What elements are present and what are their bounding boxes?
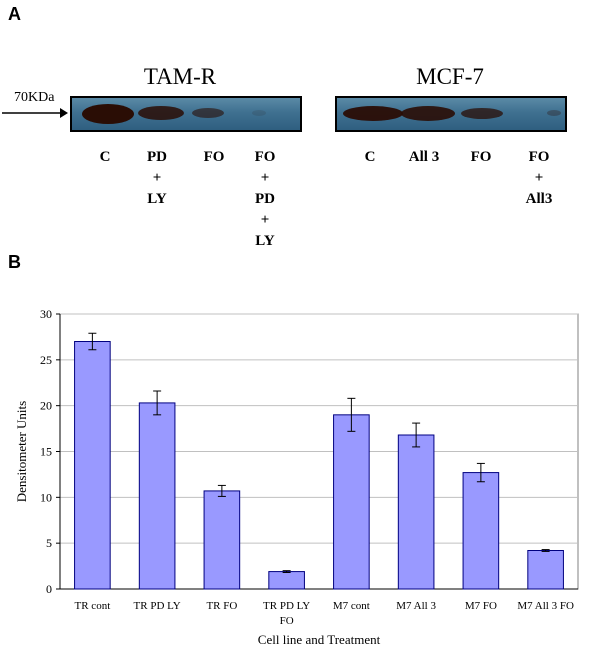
x-tick-label: M7 cont [333, 600, 370, 612]
bar [138, 402, 176, 590]
bar [268, 571, 305, 590]
y-tick-label: 10 [40, 490, 52, 504]
x-axis-title: Cell line and Treatment [258, 632, 381, 647]
x-tick-label: TR cont [75, 600, 111, 612]
y-tick-label: 0 [46, 582, 52, 596]
x-tick-label: TR FO [206, 600, 237, 612]
bar [527, 550, 564, 590]
blot-band [138, 106, 184, 120]
bar [462, 472, 500, 590]
blot-band [547, 110, 561, 116]
lane-label-tamr-pd-ly: PD + LY [147, 149, 167, 207]
blot-band [343, 106, 403, 121]
lane-label-mcf7-fo: FO [470, 149, 492, 165]
blot-title-tamr: TAM-R [143, 64, 217, 89]
bar [74, 341, 111, 590]
x-tick-label: TR PD LY [263, 600, 310, 612]
marker-arrow-icon [2, 108, 68, 118]
panel-b-letter: B [8, 252, 21, 272]
x-tick-label: M7 FO [465, 600, 497, 612]
x-tick-label: FO [280, 615, 294, 627]
blot-image-tamr [70, 96, 302, 132]
lane-label-mcf7-fo-all3: FO + All3 [525, 149, 553, 207]
blot-band [401, 106, 455, 121]
bar [397, 434, 435, 590]
blot-image-mcf7 [335, 96, 567, 132]
blot-title-mcf7: MCF-7 [416, 64, 484, 89]
x-tick-label: TR PD LY [134, 600, 181, 612]
blot-band [192, 108, 224, 118]
marker-label: 70KDa [14, 90, 55, 105]
bar [203, 490, 241, 590]
y-tick-label: 30 [40, 307, 52, 321]
bar [333, 414, 370, 590]
y-tick-label: 15 [40, 445, 52, 459]
y-tick-label: 25 [40, 353, 52, 367]
x-tick-label: M7 All 3 FO [517, 600, 574, 612]
lane-label-tamr-fo-pd-ly: FO + PD + LY [254, 149, 276, 249]
blot-band [82, 104, 134, 124]
lane-label-mcf7-all3: All 3 [408, 149, 440, 165]
y-axis-title: Densitometer Units [14, 401, 29, 502]
lane-label-mcf7-c: C [364, 149, 376, 165]
blot-band [461, 108, 503, 119]
y-tick-label: 20 [40, 399, 52, 413]
x-tick-label: M7 All 3 [396, 600, 436, 612]
y-tick-label: 5 [46, 536, 52, 550]
bar-chart: 0 5 10 15 20 25 30 TR cont TR PD LY TR FO TR PD LY… [14, 307, 579, 647]
blot-band [252, 110, 266, 116]
lane-label-tamr-fo: FO [203, 149, 225, 165]
panel-a-letter: A [8, 4, 21, 24]
lane-label-tamr-c: C [99, 149, 111, 165]
